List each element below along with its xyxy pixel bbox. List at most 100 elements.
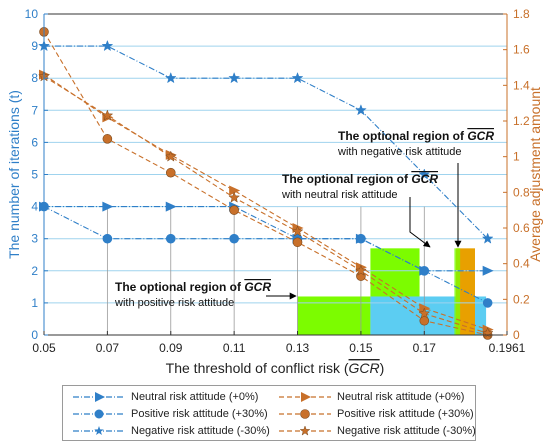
data-point: [418, 168, 431, 180]
data-point: [165, 201, 177, 212]
y-right-tick-label: 1.2: [513, 114, 530, 128]
series-line: [43, 75, 488, 334]
y-right-tick-label: 1.6: [513, 43, 530, 57]
data-point: [481, 327, 494, 339]
data-point: [419, 265, 430, 276]
data-point: [419, 315, 430, 326]
y-left-tick-label: 4: [31, 200, 38, 214]
x-tick-label: 0.07: [96, 341, 120, 355]
y-right-tick-label: 1: [513, 150, 520, 164]
legend-label: Positive risk attitude (+30%): [337, 408, 474, 420]
data-point: [354, 104, 367, 116]
annotation-positive: The optional region of GCR with positive …: [114, 280, 271, 309]
data-point: [101, 109, 114, 121]
data-point: [419, 303, 431, 314]
legend-item: Negative risk attitude (-30%): [71, 423, 270, 439]
y-left-tick-label: 8: [31, 71, 38, 85]
series-line: [44, 45, 489, 240]
x-tick-label: 0.05: [32, 341, 56, 355]
y-left-tick-label: 3: [31, 232, 38, 246]
y-right-tick-label: 0.8: [513, 185, 530, 199]
annotation-subtitle: with neutral risk attitude: [281, 189, 398, 201]
legend-label: Negative risk attitude (-30%): [337, 425, 476, 437]
y-right-tick-label: 0: [513, 328, 520, 342]
y-right-tick-label: 0.4: [513, 257, 530, 271]
data-point: [228, 191, 241, 203]
data-point: [482, 298, 493, 308]
x-axis-label: The threshold of conflict risk (GCR): [166, 360, 385, 376]
data-point: [292, 237, 303, 248]
series-line: [43, 31, 488, 336]
chart: 0 1 2 3 4 5 6 7 8 9 10 0 0.2 0.4 0.6 0.8 1 1.2 1.4 1.6 1.8 0.…: [6, 7, 543, 376]
y-left-tick-label: 10: [25, 7, 39, 21]
legend-item: Positive risk attitude (+30%): [277, 406, 474, 422]
legend-label: Positive risk attitude (+30%): [131, 408, 268, 420]
data-point: [229, 205, 239, 215]
legend-swatch-negative-right: [279, 425, 331, 436]
annotation-title: The optional region of GCR: [338, 129, 494, 143]
annotation-title: The optional region of GCR: [282, 172, 438, 186]
data-point: [102, 233, 113, 244]
legend: Neutral risk attitude (+0%) Neutral risk…: [62, 385, 476, 441]
y-right-tick-label: 0.2: [513, 292, 530, 306]
y-right-tick-label: 1.8: [513, 7, 530, 21]
data-point: [356, 233, 366, 244]
y-left-tick-label: 1: [31, 296, 38, 310]
data-point: [418, 307, 431, 319]
data-point: [291, 71, 304, 84]
legend-item: Neutral risk attitude (+0%): [71, 389, 258, 405]
legend-swatch-positive-left: [73, 409, 125, 419]
legend-item: Neutral risk attitude (+0%): [277, 389, 464, 405]
y-left-tick-label: 7: [31, 103, 38, 117]
data-point: [165, 233, 176, 244]
data-point: [354, 264, 367, 276]
x-tick-label: 0.1961: [489, 341, 526, 355]
legend-item: Positive risk attitude (+30%): [71, 406, 268, 422]
y-left-tick-label: 5: [31, 168, 38, 182]
y-left-tick-label: 0: [31, 328, 38, 342]
series-line: [43, 206, 488, 304]
data-point: [229, 185, 241, 196]
y-axis-label-left: The number of iterations (t): [6, 90, 22, 259]
data-point: [101, 39, 114, 52]
legend-swatch-positive-right: [279, 409, 331, 419]
annotation-title: The optional region of GCR: [115, 280, 271, 294]
y-left-tick-label: 9: [31, 39, 38, 53]
y-axis-label-right: Average adjustment amount: [527, 87, 543, 262]
x-tick-label: 0.11: [223, 341, 246, 355]
x-tick-label: 0.15: [349, 341, 373, 355]
annotation-subtitle: with negative risk attitude: [337, 146, 462, 158]
y-left-tick-label: 6: [31, 135, 38, 149]
legend-swatch-negative-left: [73, 426, 125, 436]
data-point: [228, 71, 241, 84]
data-point: [102, 201, 114, 212]
data-point: [165, 167, 176, 178]
x-tick-label: 0.09: [159, 341, 183, 355]
arrow-neutral: [409, 197, 431, 248]
annotation-negative: The optional region of GCR with negative …: [337, 129, 494, 158]
legend-label: Neutral risk attitude (+0%): [337, 391, 465, 403]
data-point: [164, 150, 177, 162]
x-tick-label: 0.13: [286, 341, 310, 355]
x-tick-label: 0.17: [413, 341, 437, 355]
region-positive-green: [297, 296, 371, 335]
legend-label: Neutral risk attitude (+0%): [131, 391, 259, 403]
y-right-tick-label: 1.4: [513, 78, 530, 92]
legend-swatch-neutral-right: [279, 392, 331, 402]
series-line: [44, 206, 488, 272]
data-point: [102, 134, 113, 144]
series-line: [43, 74, 488, 331]
legend-item: Negative risk attitude (-30%): [277, 423, 476, 439]
region-negative-green: [454, 248, 461, 335]
y-left-tick-label: 2: [31, 264, 38, 278]
data-point: [291, 225, 304, 237]
data-point: [481, 232, 494, 244]
annotation-subtitle: with positive risk attitude: [114, 297, 234, 309]
data-point: [229, 233, 239, 244]
data-point: [482, 265, 494, 276]
annotation-neutral: The optional region of GCR with neutral r…: [281, 172, 438, 201]
legend-swatch-neutral-left: [73, 392, 125, 402]
data-point: [164, 71, 177, 84]
y-right-tick-label: 0.6: [513, 221, 530, 235]
legend-label: Negative risk attitude (-30%): [131, 425, 270, 437]
